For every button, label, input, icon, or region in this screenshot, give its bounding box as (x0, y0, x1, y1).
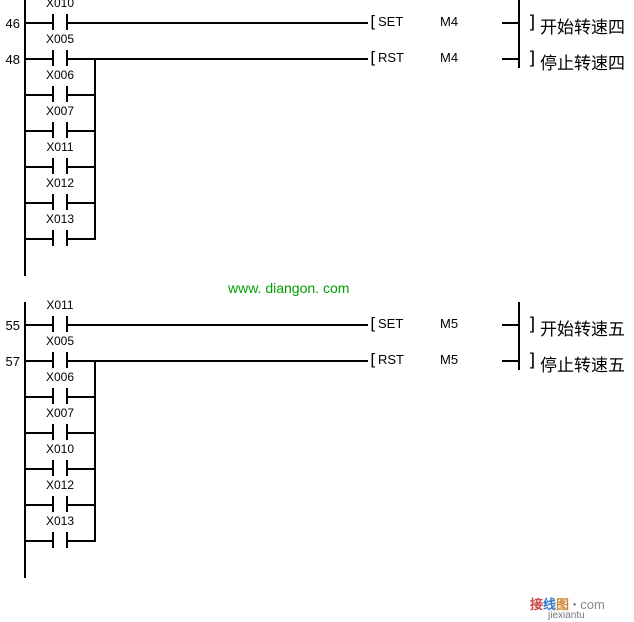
wire (68, 130, 94, 132)
contact-label: X013 (40, 514, 80, 528)
coil-device: M4 (440, 50, 458, 65)
right-power-rail (518, 0, 520, 68)
rung-number: 46 (0, 16, 20, 31)
coil-operation: SET (378, 316, 403, 331)
contact-label: X005 (40, 32, 80, 46)
contact-label: X010 (40, 0, 80, 10)
contact-label: X010 (40, 442, 80, 456)
rung-comment: 停止转速四 (540, 49, 625, 74)
coil-bracket-left: [ (368, 350, 378, 369)
wire (68, 58, 368, 60)
coil-bracket-left: [ (368, 12, 378, 31)
contact-label: X007 (40, 406, 80, 420)
right-power-rail (518, 302, 520, 370)
wire (502, 58, 518, 60)
rung-comment: 开始转速四 (540, 13, 625, 38)
coil-operation: RST (378, 50, 404, 65)
coil-device: M5 (440, 352, 458, 367)
wire (68, 504, 94, 506)
wire (68, 360, 368, 362)
rung-end-bracket: ] (527, 314, 538, 335)
rung-number: 55 (0, 318, 20, 333)
wire (68, 468, 94, 470)
left-power-rail (24, 302, 26, 578)
contact-label: X012 (40, 176, 80, 190)
rung-end-bracket: ] (527, 350, 538, 371)
contact-label: X007 (40, 104, 80, 118)
left-power-rail (24, 0, 26, 276)
wire (502, 324, 518, 326)
coil-device: M4 (440, 14, 458, 29)
wire (68, 202, 94, 204)
coil-bracket-left: [ (368, 314, 378, 333)
wire (68, 22, 368, 24)
watermark-url: www. diangon. com (228, 280, 349, 296)
contact-label: X006 (40, 370, 80, 384)
wire (68, 238, 94, 240)
branch-wire (94, 58, 96, 240)
watermark-sub: jiexiantu (548, 610, 585, 621)
wire (502, 22, 518, 24)
wire (502, 360, 518, 362)
coil-operation: SET (378, 14, 403, 29)
coil-operation: RST (378, 352, 404, 367)
contact-label: X012 (40, 478, 80, 492)
wire (68, 94, 94, 96)
contact: X013 (40, 532, 80, 562)
wire (68, 166, 94, 168)
contact-label: X011 (40, 298, 80, 312)
rung-number: 57 (0, 354, 20, 369)
contact: X013 (40, 230, 80, 260)
contact-label: X005 (40, 334, 80, 348)
coil-bracket-left: [ (368, 48, 378, 67)
rung-comment: 停止转速五 (540, 351, 625, 376)
rung-number: 48 (0, 52, 20, 67)
wire (68, 540, 94, 542)
coil-device: M5 (440, 316, 458, 331)
contact-label: X013 (40, 212, 80, 226)
rung-end-bracket: ] (527, 12, 538, 33)
contact-label: X006 (40, 68, 80, 82)
wm-char: 接 (530, 597, 543, 612)
contact-label: X011 (40, 140, 80, 154)
rung-comment: 开始转速五 (540, 315, 625, 340)
wire (68, 432, 94, 434)
rung-end-bracket: ] (527, 48, 538, 69)
branch-wire (94, 360, 96, 542)
wire (68, 324, 368, 326)
wire (68, 396, 94, 398)
